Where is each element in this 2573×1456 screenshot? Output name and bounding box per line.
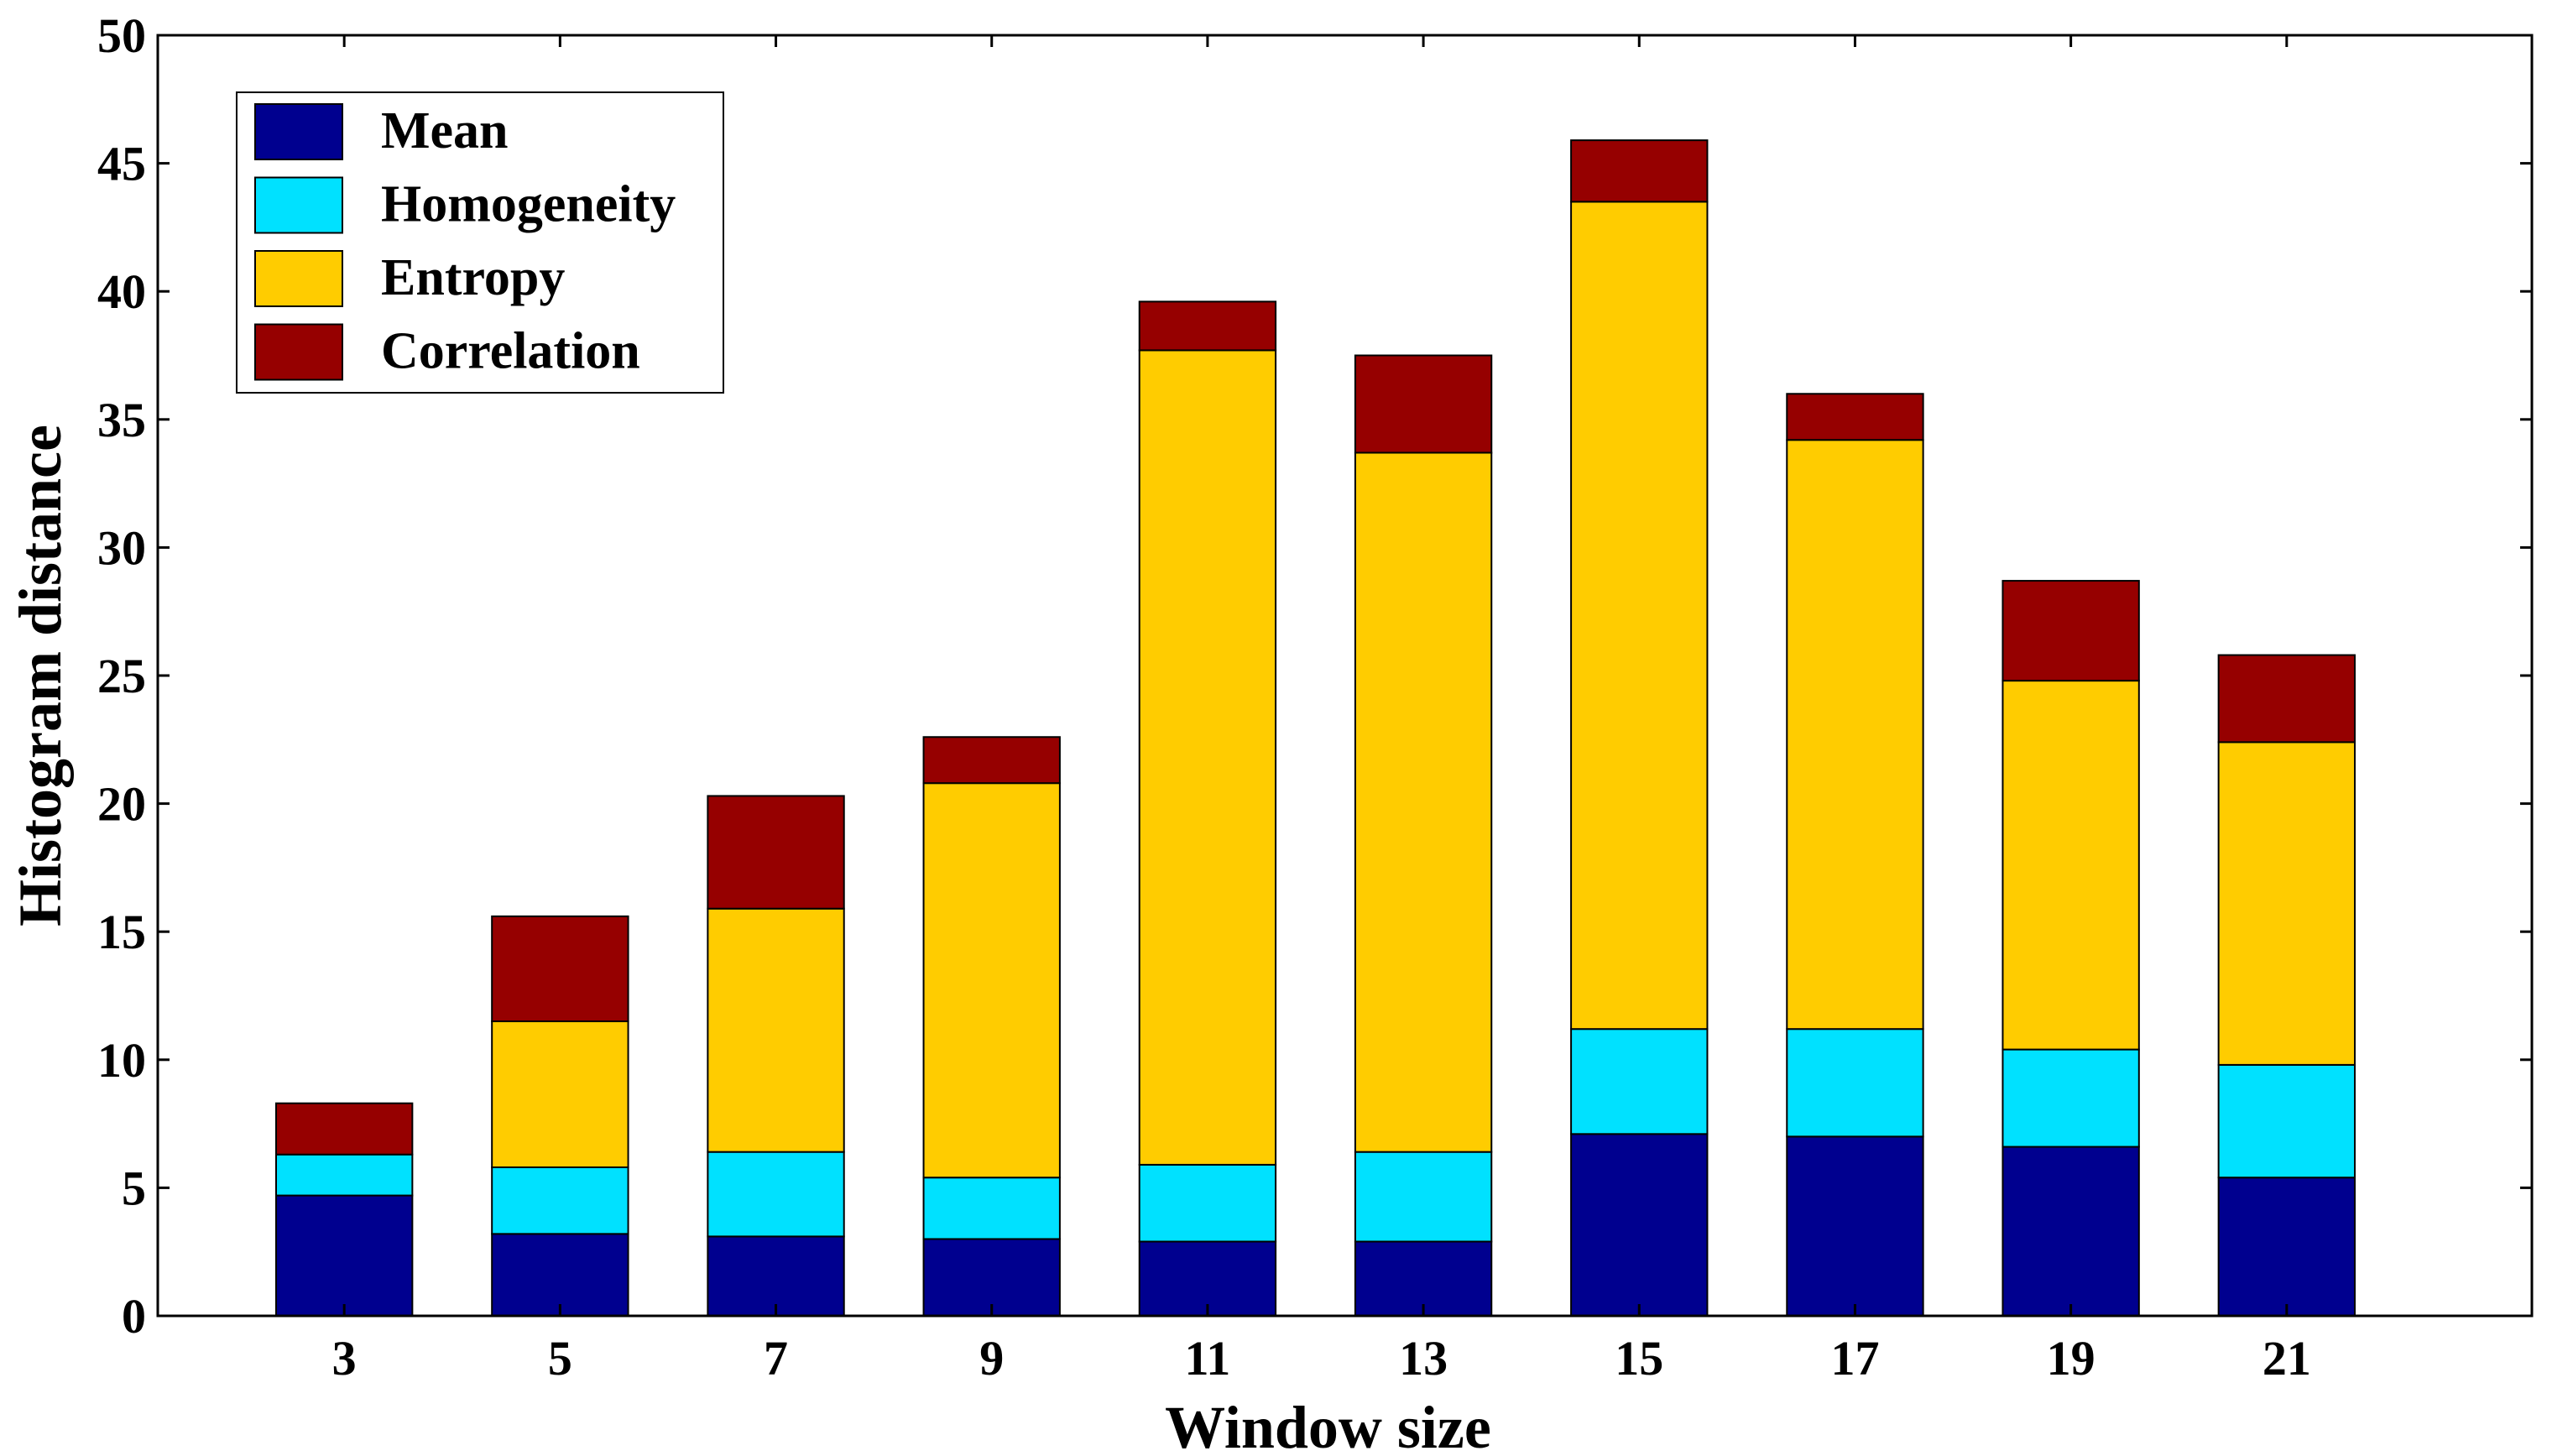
legend-label-entropy: Entropy <box>381 249 565 306</box>
x-tick-label: 11 <box>1185 1331 1231 1386</box>
bar-mean-19 <box>2002 1145 2140 1317</box>
bar-entropy-7 <box>707 907 845 1153</box>
y-tick-label: 0 <box>122 1289 146 1344</box>
legend-swatch-correlation <box>254 323 343 381</box>
legend-label-correlation: Correlation <box>381 323 640 380</box>
bar-mean-21 <box>2217 1177 2356 1318</box>
x-tick-label: 15 <box>1615 1331 1663 1386</box>
bar-entropy-11 <box>1138 349 1277 1166</box>
y-tick-label: 10 <box>97 1033 146 1088</box>
y-tick-label: 50 <box>97 8 146 63</box>
x-tick-label: 3 <box>332 1331 357 1386</box>
bar-entropy-17 <box>1786 439 1924 1031</box>
bar-homogeneity-15 <box>1570 1028 1709 1135</box>
y-tick-label: 35 <box>97 393 146 447</box>
bar-mean-15 <box>1570 1133 1709 1317</box>
y-tick-label: 25 <box>97 649 146 703</box>
x-tick-label: 7 <box>764 1331 788 1386</box>
bar-homogeneity-7 <box>707 1151 845 1238</box>
bar-entropy-9 <box>922 782 1061 1179</box>
y-tick-label: 30 <box>97 520 146 575</box>
legend: Mean Homogeneity Entropy Correlation <box>236 91 724 394</box>
bar-entropy-19 <box>2002 680 2140 1051</box>
bar-correlation-3 <box>275 1102 414 1156</box>
bar-correlation-5 <box>491 915 629 1023</box>
y-tick-label: 45 <box>97 137 146 191</box>
bar-homogeneity-21 <box>2217 1063 2356 1179</box>
x-tick-label: 13 <box>1399 1331 1448 1386</box>
bar-homogeneity-3 <box>275 1153 414 1197</box>
bar-homogeneity-19 <box>2002 1048 2140 1148</box>
bar-mean-9 <box>922 1238 1061 1317</box>
bar-homogeneity-17 <box>1786 1028 1924 1138</box>
bar-mean-3 <box>275 1194 414 1318</box>
x-tick-label: 19 <box>2047 1331 2095 1386</box>
y-tick-label: 20 <box>97 777 146 832</box>
bar-mean-11 <box>1138 1240 1277 1317</box>
legend-swatch-entropy <box>254 250 343 307</box>
legend-swatch-mean <box>254 103 343 160</box>
x-tick-label: 21 <box>2262 1331 2311 1386</box>
bar-mean-7 <box>707 1235 845 1317</box>
x-tick-label: 9 <box>979 1331 1004 1386</box>
bar-entropy-5 <box>491 1020 629 1168</box>
bar-correlation-19 <box>2002 580 2140 682</box>
bar-mean-13 <box>1354 1240 1493 1317</box>
bar-entropy-13 <box>1354 451 1493 1153</box>
bar-correlation-21 <box>2217 654 2356 744</box>
bar-correlation-15 <box>1570 139 1709 203</box>
bar-correlation-17 <box>1786 393 1924 441</box>
bar-homogeneity-9 <box>922 1177 1061 1240</box>
bar-homogeneity-11 <box>1138 1163 1277 1243</box>
bar-homogeneity-13 <box>1354 1151 1493 1243</box>
y-tick-label: 15 <box>97 905 146 959</box>
ticks-group <box>158 34 2532 1318</box>
bar-correlation-9 <box>922 736 1061 785</box>
x-tick-label: 5 <box>548 1331 572 1386</box>
bar-correlation-13 <box>1354 354 1493 454</box>
y-tick-label: 5 <box>122 1161 146 1215</box>
bar-mean-5 <box>491 1233 629 1318</box>
bar-correlation-7 <box>707 795 845 910</box>
legend-swatch-homogeneity <box>254 176 343 234</box>
bar-homogeneity-5 <box>491 1166 629 1235</box>
bar-mean-17 <box>1786 1135 1924 1317</box>
y-axis-title: Histogram distance <box>7 425 74 926</box>
x-tick-label: 17 <box>1830 1331 1879 1386</box>
bar-entropy-15 <box>1570 201 1709 1031</box>
bar-entropy-21 <box>2217 741 2356 1066</box>
legend-label-mean: Mean <box>381 102 509 159</box>
y-tick-label: 40 <box>97 264 146 319</box>
bar-correlation-11 <box>1138 300 1277 352</box>
x-axis-title: Window size <box>1165 1394 1491 1456</box>
bars-group <box>275 139 2356 1318</box>
legend-label-homogeneity: Homogeneity <box>381 176 676 233</box>
